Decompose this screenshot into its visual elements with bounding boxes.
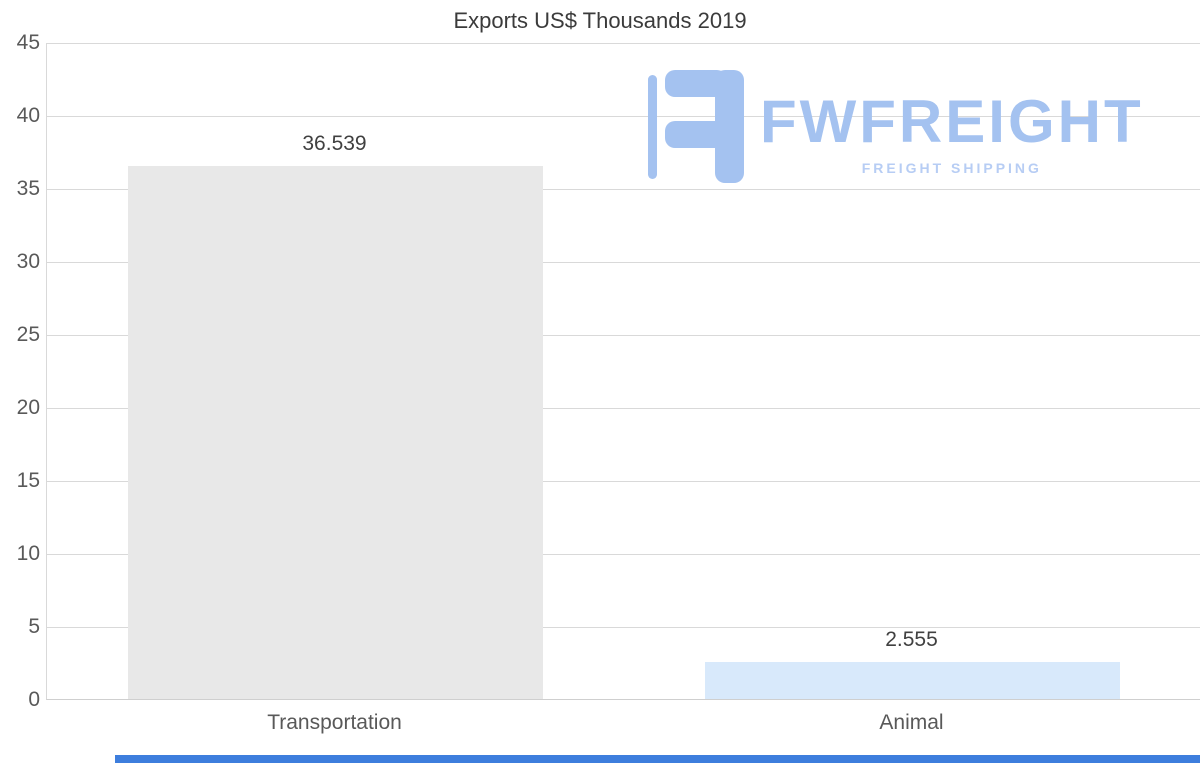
x-category-label: Transportation (267, 711, 402, 734)
bar-animal (705, 661, 1120, 699)
bar-value-label: 2.555 (885, 627, 938, 651)
y-tick-label: 20 (16, 396, 40, 419)
y-tick-label: 30 (16, 250, 40, 273)
logo-text: FWFREIGHT FREIGHT SHIPPING (760, 70, 1144, 177)
gridline (47, 188, 1200, 190)
gridline (47, 115, 1200, 117)
logo-wordmark: FWFREIGHT (760, 88, 1144, 155)
y-tick-label: 45 (16, 31, 40, 54)
y-tick-label: 0 (28, 688, 40, 711)
gridline (47, 42, 1200, 44)
gridline (47, 261, 1200, 263)
gridline (47, 553, 1200, 555)
logo: FWFREIGHT FREIGHT SHIPPING (648, 70, 1144, 184)
fwfreight-logo-icon (648, 70, 744, 183)
gridline (47, 480, 1200, 482)
y-tick-label: 10 (16, 542, 40, 565)
gridline (47, 334, 1200, 336)
y-tick-label: 25 (16, 323, 40, 346)
chart-title: Exports US$ Thousands 2019 (453, 8, 747, 33)
plot-area (46, 42, 1200, 700)
y-tick-label: 15 (16, 469, 40, 492)
y-tick-label: 5 (28, 615, 40, 638)
horizontal-scrollbar-thumb[interactable] (115, 755, 1200, 763)
logo-tagline: FREIGHT SHIPPING (861, 160, 1042, 176)
gridline (47, 407, 1200, 409)
bar-value-label: 36.539 (302, 131, 367, 155)
gridline (47, 626, 1200, 628)
x-category-label: Animal (879, 711, 944, 734)
bar-transportation (128, 165, 543, 699)
y-tick-label: 40 (16, 104, 40, 127)
y-tick-label: 35 (16, 177, 40, 200)
